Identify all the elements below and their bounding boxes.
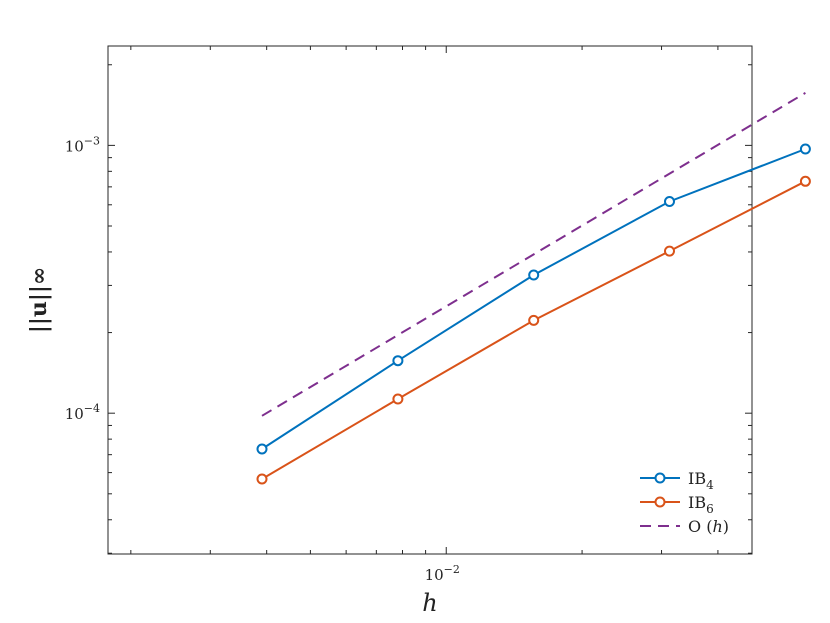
data-point <box>664 196 675 207</box>
data-point <box>392 355 404 367</box>
y-axis-label: ||u||∞ <box>26 267 52 333</box>
data-point <box>528 314 540 326</box>
series-layer <box>256 92 811 485</box>
legend-label: O (h) <box>688 517 729 536</box>
data-point <box>664 245 675 257</box>
axis-ticks <box>108 46 752 554</box>
legend-label: IB4 <box>688 469 714 492</box>
y-tick-label: 10−3 <box>65 134 100 155</box>
data-point <box>528 269 540 281</box>
legend-marker <box>654 472 666 484</box>
y-tick-label: 10−4 <box>65 402 100 423</box>
legend-box <box>630 462 746 548</box>
tick-labels: 10−2 10−4 10−3 <box>65 134 460 584</box>
legend-marker <box>654 496 666 508</box>
x-axis-label: h <box>422 589 437 617</box>
data-point <box>256 473 268 485</box>
legend-label: IB6 <box>688 493 714 516</box>
data-point <box>799 175 811 187</box>
series-line-3 <box>261 92 806 417</box>
x-tick-label: 10−2 <box>425 563 460 584</box>
data-point <box>392 393 404 405</box>
data-point <box>256 443 268 455</box>
data-point <box>799 143 811 155</box>
